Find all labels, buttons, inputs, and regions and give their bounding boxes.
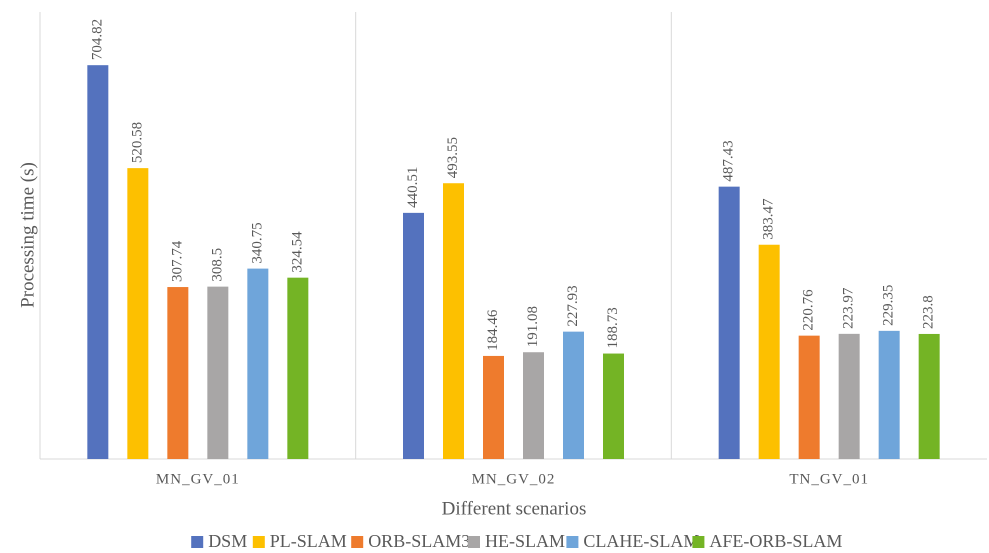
data-label: 227.93: [565, 285, 581, 326]
x-tick-label: MN_GV_02: [472, 471, 556, 487]
data-label: 229.35: [881, 285, 897, 326]
data-label: 440.51: [405, 167, 421, 208]
data-label: 188.73: [605, 307, 621, 348]
bar: [798, 335, 820, 459]
x-axis-title: Different scenarios: [442, 498, 587, 519]
legend-label: CLAHE-SLAM: [583, 531, 699, 551]
data-label: 223.8: [921, 295, 937, 329]
legend-swatch: [692, 536, 705, 548]
y-axis-title: Processing time (s): [17, 162, 38, 308]
legend-swatch: [252, 536, 265, 548]
data-label: 220.76: [801, 289, 817, 331]
bar: [838, 333, 860, 459]
data-label: 184.46: [485, 309, 501, 351]
bar: [207, 286, 229, 459]
data-label: 493.55: [445, 137, 461, 178]
legend-label: PL-SLAM: [270, 531, 347, 551]
legend-label: DSM: [208, 531, 247, 551]
bar: [87, 65, 109, 459]
data-label: 308.5: [209, 248, 225, 282]
data-label: 520.58: [129, 122, 145, 163]
bar: [443, 183, 464, 459]
x-tick-label: MN_GV_01: [156, 471, 240, 487]
data-label: 487.43: [721, 140, 737, 181]
data-label: 307.74: [169, 240, 185, 282]
legend-swatch: [566, 536, 579, 548]
data-label: 340.75: [249, 222, 265, 263]
data-label: 191.08: [525, 306, 541, 347]
bar: [167, 287, 189, 459]
legend-swatch: [191, 536, 204, 548]
bar: [483, 355, 504, 459]
bar: [918, 333, 940, 459]
bar: [718, 186, 740, 459]
bar: [287, 277, 309, 459]
legend-label: ORB-SLAM3: [368, 531, 470, 551]
bar: [758, 244, 780, 459]
data-label: 704.82: [89, 19, 105, 60]
data-label: 324.54: [289, 231, 305, 273]
data-label: 223.97: [841, 287, 857, 329]
x-tick-label: TN_GV_01: [789, 471, 869, 487]
bar: [523, 352, 544, 459]
bar: [403, 212, 424, 459]
bar: [603, 353, 624, 459]
bar: [878, 330, 900, 459]
legend-swatch: [351, 536, 364, 548]
bar: [563, 331, 584, 459]
legend-swatch: [468, 536, 480, 548]
legend-label: AFE-ORB-SLAM: [709, 531, 842, 551]
data-label: 383.47: [761, 198, 777, 240]
bar: [127, 168, 149, 460]
legend-label: HE-SLAM: [485, 531, 565, 551]
bar: [247, 268, 269, 459]
